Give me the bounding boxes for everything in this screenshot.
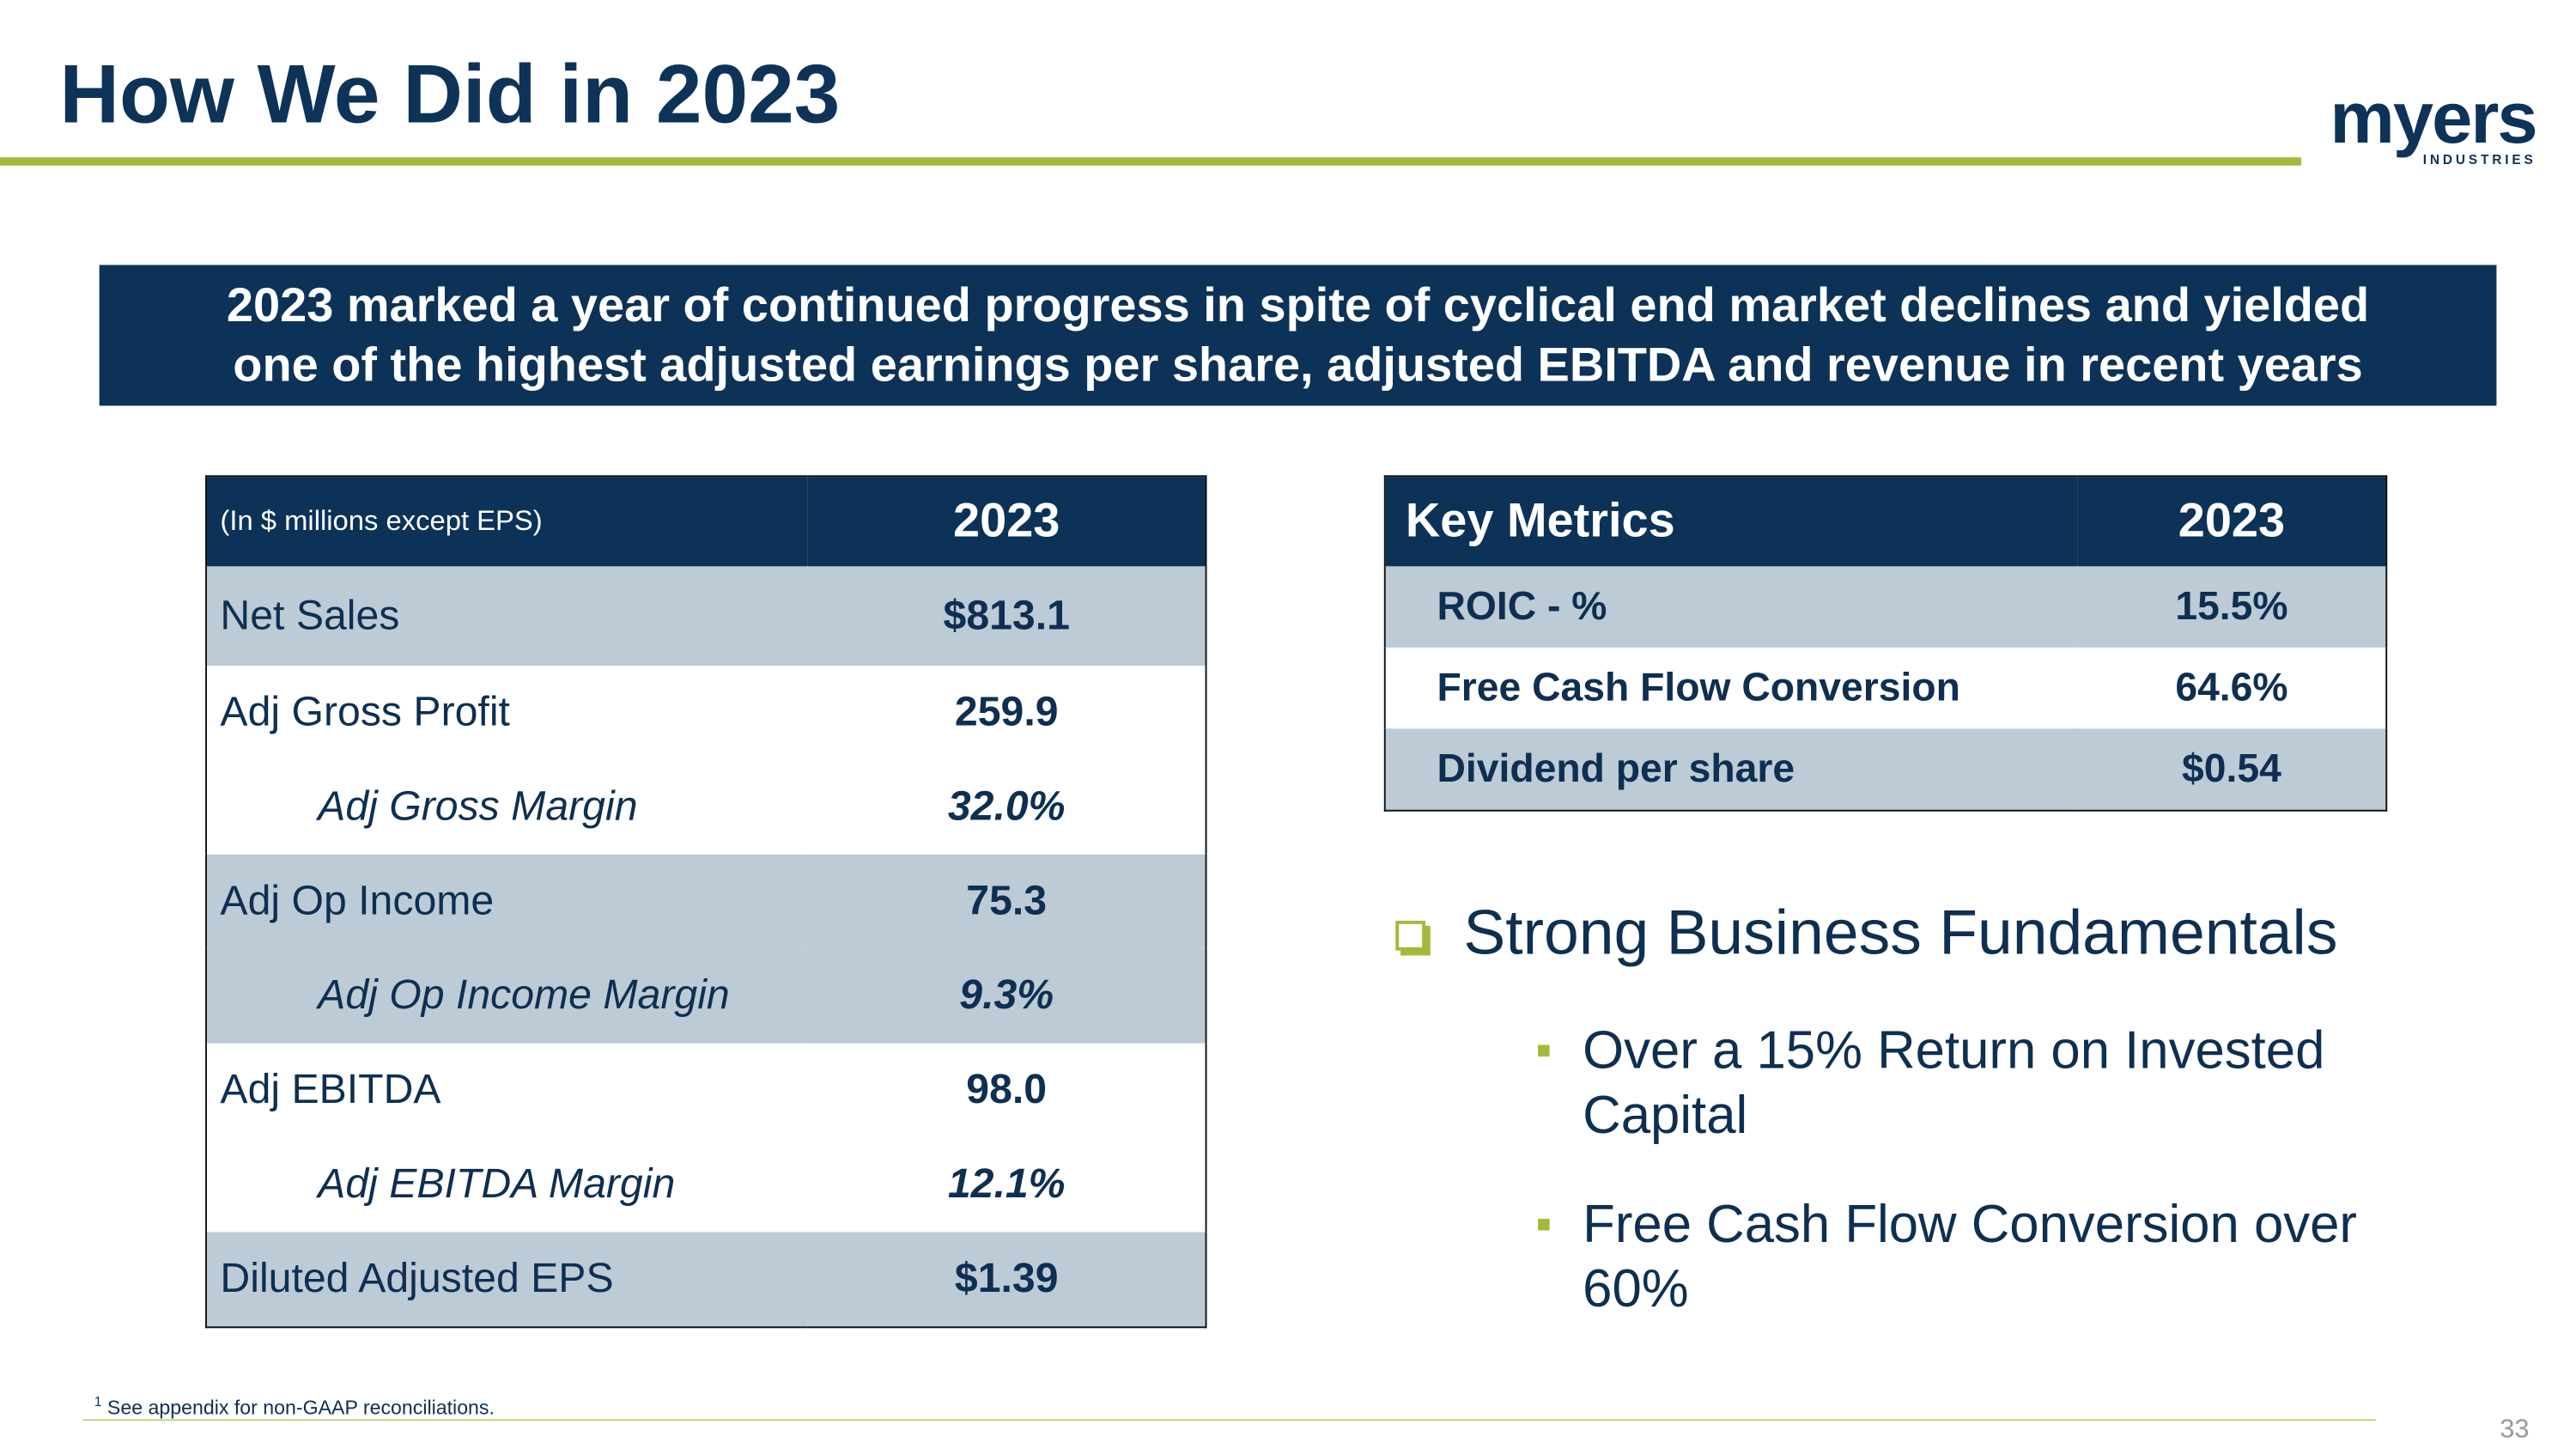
bullet [1538, 1044, 1550, 1057]
highlight-item: Free Cash Flow Conversion over 60% [1583, 1194, 2357, 1318]
footnote-text: See appendix for non-GAAP reconciliation… [106, 1396, 495, 1420]
row-label: Adj Gross Profit [220, 689, 510, 736]
key-metrics-table: Key Metrics 2023 ROIC - % 15.5% Free Cash … [1383, 475, 2388, 812]
bullet [1538, 1219, 1550, 1231]
row-label: Adj Gross Margin [318, 782, 638, 830]
page-number: 33 [2500, 1416, 2530, 1445]
row-label: Net Sales [206, 566, 808, 667]
logo-sub: INDUSTRIES [2422, 152, 2537, 167]
footnote-marker: 1 [94, 1394, 102, 1409]
row-value: 75.3 [807, 854, 1206, 949]
bullet-square [1395, 920, 1426, 951]
row-label: Adj EBITDA [220, 1066, 441, 1113]
row-value: 64.6% [2175, 665, 2288, 710]
row-value: 12.1% [947, 1160, 1066, 1208]
header-cell: 2023 [2077, 476, 2387, 567]
row-value: $1.39 [807, 1232, 1206, 1328]
footnote: 1 See appendix for non-GAAP reconciliati… [94, 1394, 495, 1419]
header-cell: (In $ millions except EPS) [206, 476, 808, 567]
title: How We Did in 2023 [59, 47, 841, 141]
row-label: Free Cash Flow Conversion [1437, 665, 1960, 710]
row-value: 15.5% [2077, 566, 2387, 648]
logo-name: myers [2330, 77, 2537, 160]
financials-table: (In $ millions except EPS) 2023 Net Sales… [205, 475, 1207, 1329]
highlight-item: Over a 15% Return on Invested Capital [1583, 1020, 2325, 1145]
row-label: Adj Op Income [206, 854, 808, 949]
logo: myers INDUSTRIES [2305, 77, 2537, 167]
row-value: 9.3% [807, 948, 1206, 1044]
row-label: ROIC - % [1384, 566, 2078, 648]
highlight-heading: Strong Business Fundamentals [1463, 898, 2338, 969]
banner: 2023 marked a year of continued progress… [99, 265, 2497, 406]
footer-rule [82, 1419, 2376, 1422]
row-label: Diluted Adjusted EPS [206, 1232, 808, 1328]
row-value: 32.0% [947, 782, 1066, 830]
header-cell: 2023 [807, 476, 1206, 567]
banner-text: 2023 marked a year of continued progress… [226, 278, 2370, 392]
title-rule [0, 157, 2301, 166]
header-cell: Key Metrics [1384, 476, 2078, 567]
row-value: $0.54 [2077, 728, 2387, 811]
row-label: Adj Op Income Margin [206, 948, 808, 1044]
row-label: Adj EBITDA Margin [318, 1160, 676, 1208]
row-value: 259.9 [954, 689, 1059, 736]
row-label: Dividend per share [1384, 728, 2078, 811]
row-value: $813.1 [807, 566, 1206, 667]
row-value: 98.0 [966, 1066, 1048, 1113]
